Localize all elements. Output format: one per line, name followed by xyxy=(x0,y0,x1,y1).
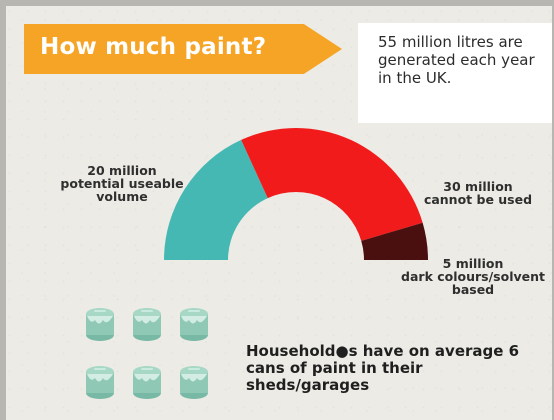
households-note: Household●s have on average 6 cans of pa… xyxy=(246,342,520,394)
paint-can-icon xyxy=(80,302,120,344)
paint-can-icon xyxy=(174,360,214,402)
paint-can-icon xyxy=(174,302,214,344)
chart-label-dark-colours: 5 million dark colours/solvent based xyxy=(401,256,545,297)
chart-segment-3 xyxy=(361,222,428,260)
info-box: 55 million litres are generated each yea… xyxy=(358,23,552,123)
page-title: How much paint? xyxy=(40,34,267,60)
paint-cans-group xyxy=(80,302,220,414)
chart-segment-2 xyxy=(241,127,423,241)
paint-can-icon xyxy=(127,302,167,344)
paint-volume-chart xyxy=(164,127,428,260)
paint-can-icon xyxy=(127,360,167,402)
chart-label-cannot-be-used: 30 million cannot be used xyxy=(423,179,533,207)
chart-label-useable: 20 million potential useable volume xyxy=(60,163,184,204)
title-banner: How much paint? xyxy=(24,24,342,74)
paint-can-icon xyxy=(80,360,120,402)
chart-segment-1 xyxy=(164,139,268,260)
